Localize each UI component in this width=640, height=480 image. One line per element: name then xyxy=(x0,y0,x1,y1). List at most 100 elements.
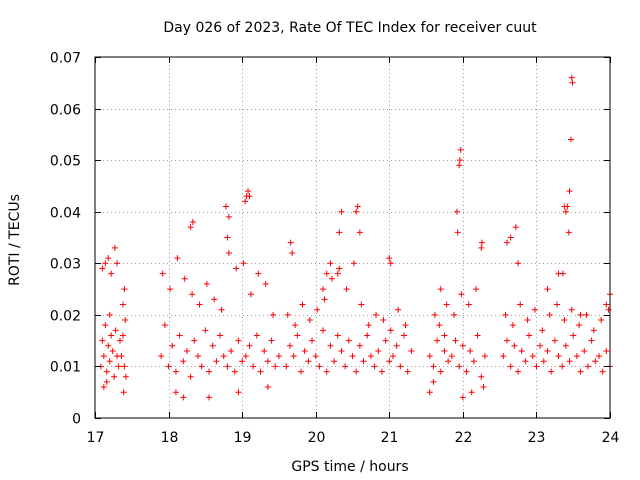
data-point xyxy=(386,358,393,365)
data-point xyxy=(360,358,367,365)
y-tick-label: 0.06 xyxy=(50,103,81,119)
data-point xyxy=(222,203,229,210)
data-point xyxy=(565,229,572,236)
data-point xyxy=(328,275,335,282)
data-point xyxy=(445,358,452,365)
data-point xyxy=(524,317,531,324)
data-points xyxy=(97,74,613,401)
data-point xyxy=(569,79,576,86)
data-point xyxy=(603,347,610,354)
data-point xyxy=(287,239,294,246)
data-point xyxy=(443,301,450,308)
data-point xyxy=(404,368,411,375)
data-point xyxy=(262,280,269,287)
data-point xyxy=(235,337,242,344)
data-point xyxy=(468,389,475,396)
data-point xyxy=(114,260,121,267)
data-point xyxy=(286,342,293,349)
data-point xyxy=(213,358,220,365)
data-point xyxy=(211,296,218,303)
data-point xyxy=(478,373,485,380)
data-point xyxy=(467,347,474,354)
data-point xyxy=(112,327,119,334)
data-point xyxy=(336,229,343,236)
data-point xyxy=(441,332,448,339)
data-point xyxy=(242,353,249,360)
data-point xyxy=(434,337,441,344)
data-point xyxy=(224,363,231,370)
data-point xyxy=(180,394,187,401)
data-point xyxy=(268,337,275,344)
data-point xyxy=(270,311,277,318)
data-point xyxy=(100,384,107,391)
data-point xyxy=(546,311,553,318)
data-point xyxy=(231,368,238,375)
data-point xyxy=(456,157,463,164)
data-point xyxy=(191,337,198,344)
data-point xyxy=(500,353,507,360)
data-point xyxy=(568,74,575,81)
data-point xyxy=(387,327,394,334)
data-point xyxy=(458,291,465,298)
data-point xyxy=(456,363,463,370)
data-point xyxy=(176,332,183,339)
data-point xyxy=(290,353,297,360)
data-point xyxy=(121,286,128,293)
data-point xyxy=(544,347,551,354)
data-point xyxy=(233,265,240,272)
data-point xyxy=(561,203,568,210)
data-point xyxy=(454,229,461,236)
data-point xyxy=(320,327,327,334)
data-point xyxy=(566,188,573,195)
data-point xyxy=(588,337,595,344)
data-point xyxy=(301,347,308,354)
data-point xyxy=(570,332,577,339)
data-point xyxy=(242,198,249,205)
data-point xyxy=(343,286,350,293)
data-point xyxy=(453,208,460,215)
data-point xyxy=(430,378,437,385)
data-point xyxy=(364,332,371,339)
x-tick-label: 18 xyxy=(161,430,179,446)
data-point xyxy=(437,368,444,375)
data-point xyxy=(257,368,264,375)
data-point xyxy=(306,317,313,324)
data-point xyxy=(255,270,262,277)
data-point xyxy=(323,368,330,375)
data-point xyxy=(122,317,129,324)
data-point xyxy=(105,342,112,349)
data-point xyxy=(522,358,529,365)
data-point xyxy=(334,270,341,277)
data-point xyxy=(367,353,374,360)
data-point xyxy=(478,239,485,246)
data-point xyxy=(289,249,296,256)
data-point xyxy=(246,342,253,349)
data-point xyxy=(118,353,125,360)
data-point xyxy=(511,342,518,349)
data-point xyxy=(431,311,438,318)
x-tick-label: 17 xyxy=(87,430,105,446)
data-point xyxy=(526,332,533,339)
x-tick-label: 20 xyxy=(308,430,326,446)
data-point xyxy=(203,280,210,287)
data-point xyxy=(365,322,372,329)
data-point xyxy=(264,384,271,391)
data-point xyxy=(576,322,583,329)
data-point xyxy=(480,384,487,391)
data-point xyxy=(512,224,519,231)
data-point xyxy=(448,353,455,360)
data-point xyxy=(504,239,510,246)
data-point xyxy=(109,347,116,354)
data-point xyxy=(436,322,443,329)
y-tick-label: 0.01 xyxy=(50,360,81,376)
y-axis-label: ROTI / TECUs xyxy=(7,194,23,286)
data-point xyxy=(195,353,201,360)
data-point xyxy=(247,291,254,298)
data-point xyxy=(354,203,361,210)
grid-lines xyxy=(95,57,610,418)
data-point xyxy=(402,322,409,329)
data-point xyxy=(353,368,360,375)
data-point xyxy=(568,306,575,313)
data-point xyxy=(180,358,187,365)
data-point xyxy=(395,306,402,313)
